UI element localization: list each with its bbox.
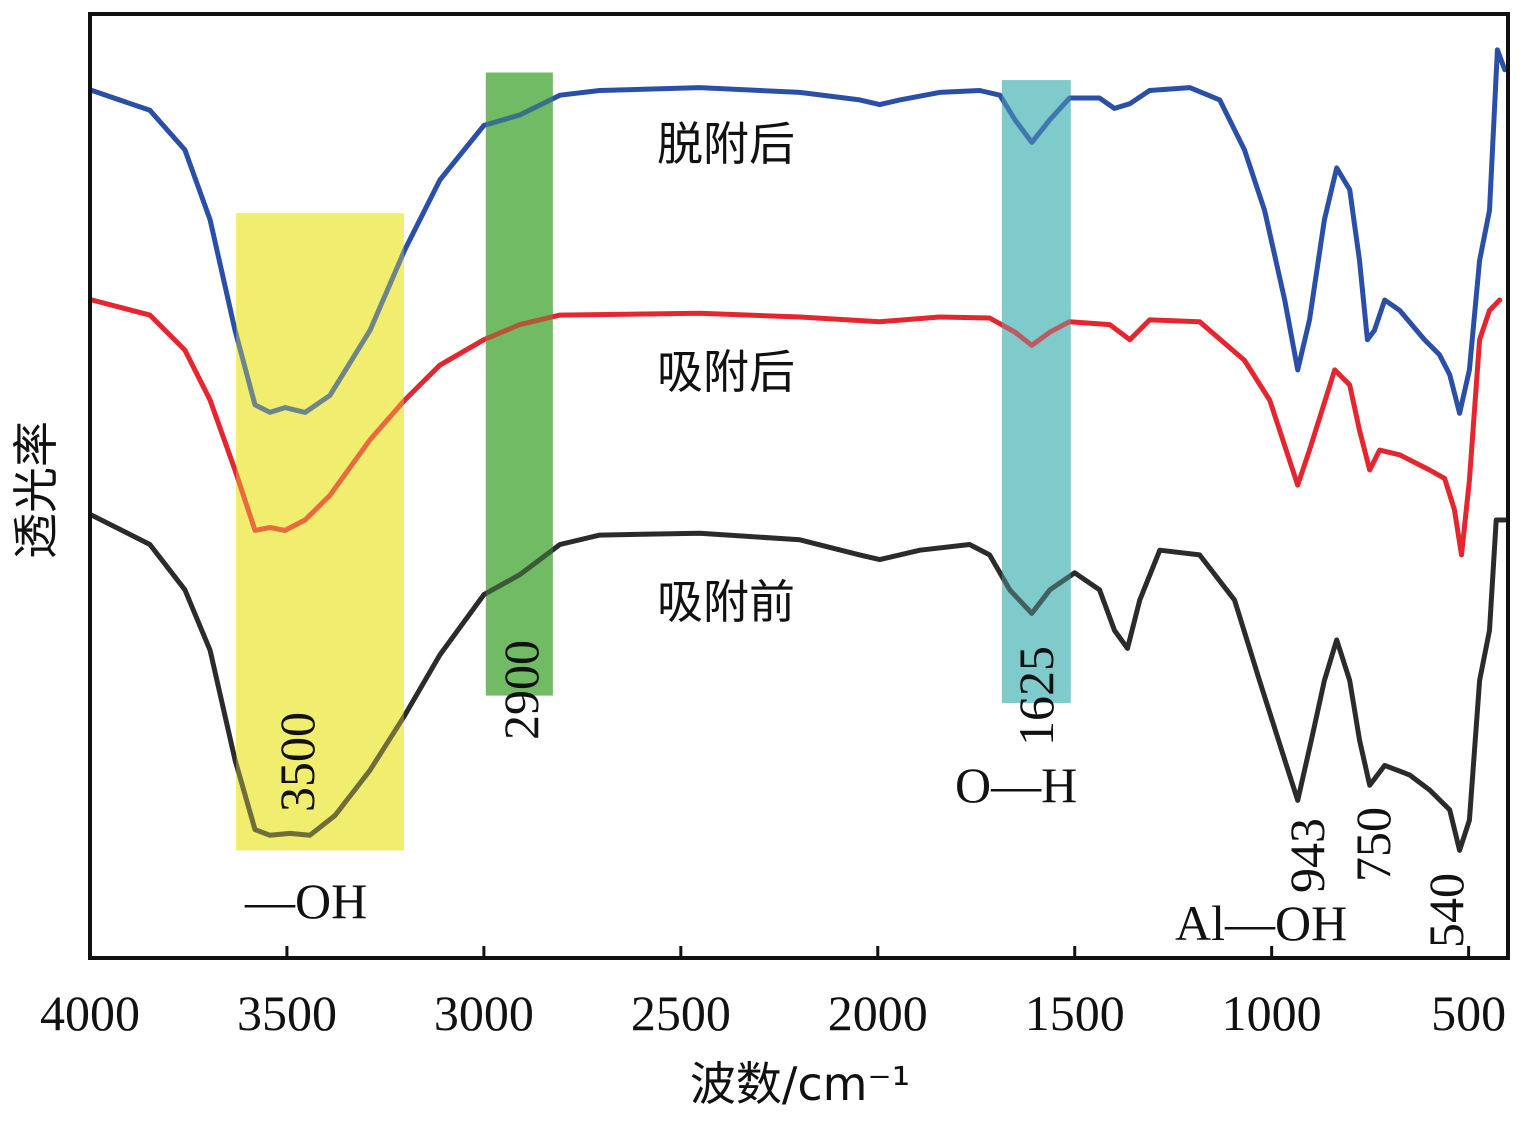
band-2900	[485, 72, 553, 696]
x-axis-label: 波数/cm⁻¹	[690, 1057, 910, 1111]
band-1625	[1001, 80, 1071, 704]
series-label-before: 吸附前	[657, 575, 795, 629]
series-line-0	[89, 47, 1508, 416]
band-overlay-3500	[236, 213, 404, 851]
annotation-al-oh: Al—OH	[1175, 895, 1347, 951]
x-tick-label-1000: 1000	[1222, 985, 1322, 1041]
series-line-2	[89, 512, 1508, 853]
x-tick-label-2000: 2000	[828, 985, 928, 1041]
series-label-adsorbed: 吸附后	[657, 345, 795, 399]
plot-frame	[88, 12, 1510, 960]
annotation-oh-group: O—H	[955, 757, 1077, 813]
annotation-3500: 3500	[269, 712, 325, 812]
x-tick-label-1500: 1500	[1025, 985, 1125, 1041]
annotation-750: 750	[1345, 807, 1401, 882]
series-label-desorbed: 脱附后	[657, 117, 795, 171]
annotation-oh-hydroxyl: —OH	[244, 873, 367, 929]
annotation-2900: 2900	[493, 640, 549, 740]
x-tick-label-500: 500	[1431, 985, 1506, 1041]
band-overlay-1625	[1001, 80, 1071, 704]
annotation-1625: 1625	[1008, 646, 1064, 746]
x-tick-label-3000: 3000	[434, 985, 534, 1041]
x-tick-label-4000: 4000	[40, 985, 140, 1041]
annotation-540: 540	[1418, 873, 1474, 948]
x-tick-label-2500: 2500	[631, 985, 731, 1041]
x-axis-ticks: 4000 3500 3000 2500 2000 1500 1000 500	[40, 946, 1506, 1041]
y-axis-label: 透光率	[9, 421, 63, 559]
series-line-1	[89, 297, 1503, 558]
band-overlay-2900	[485, 72, 553, 696]
x-tick-label-3500: 3500	[237, 985, 337, 1041]
annotation-943: 943	[1279, 818, 1335, 893]
spectra-lines	[89, 47, 1508, 853]
